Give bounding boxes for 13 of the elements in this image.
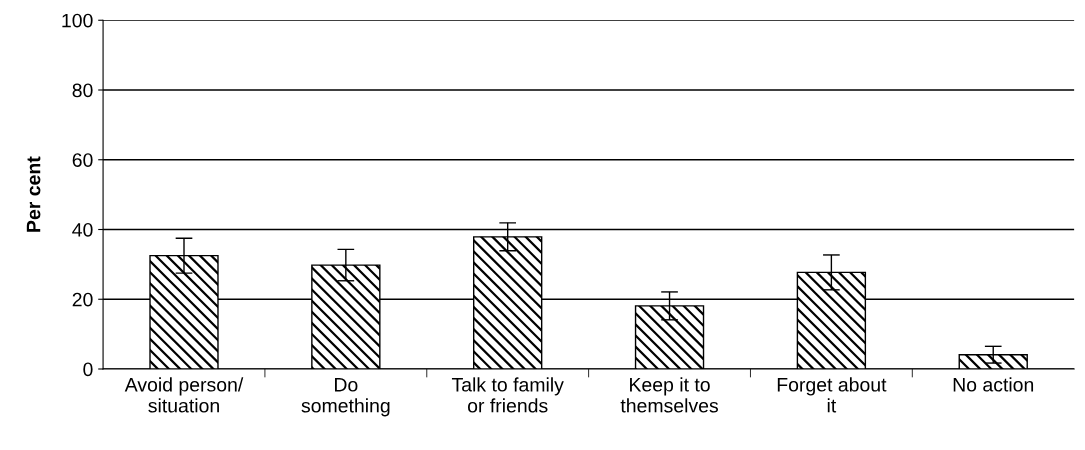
- y-tick-label: 80: [72, 83, 93, 98]
- x-tick-label: No action: [953, 377, 1034, 392]
- x-tick-label: Avoid person/ situation: [124, 377, 244, 413]
- y-tick-label: 20: [72, 292, 93, 307]
- y-tick-label: 100: [62, 13, 93, 28]
- y-tick-label: 40: [72, 222, 93, 237]
- x-tick-label: Forget about it: [777, 377, 887, 413]
- y-axis-title: Per cent: [26, 156, 41, 232]
- y-tick-label: 60: [72, 153, 93, 167]
- x-tick-label: Talk to family or friends: [451, 377, 564, 413]
- x-tick-label: Do something: [301, 378, 390, 417]
- x-tick-label: Keep it to themselves: [620, 377, 719, 413]
- y-tick-label: 0: [83, 362, 93, 377]
